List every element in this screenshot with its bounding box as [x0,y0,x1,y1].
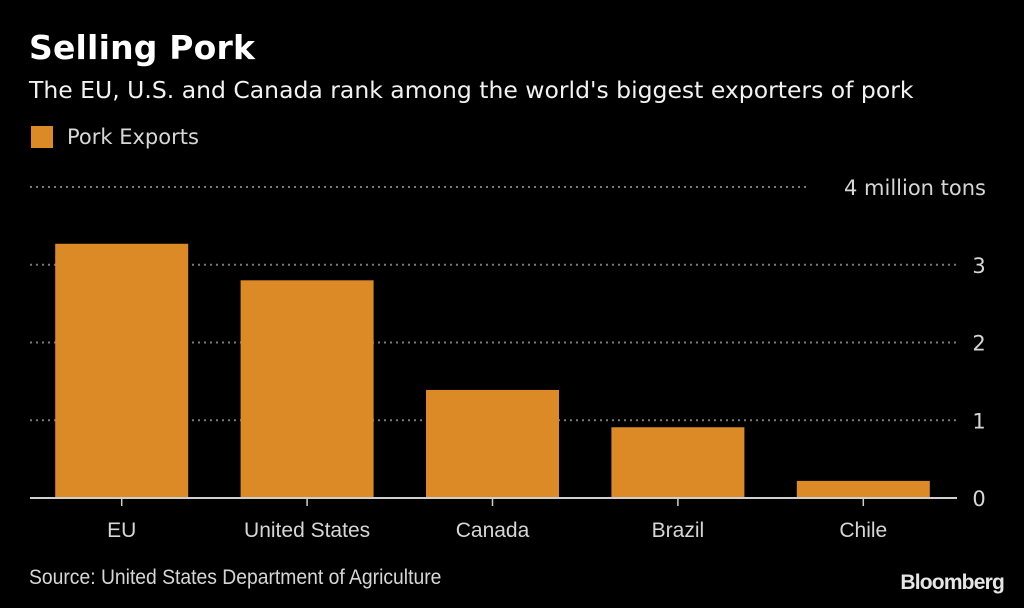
bar [55,243,189,498]
gridlines [30,186,960,422]
bar [426,389,559,498]
legend-swatch [31,126,53,148]
x-tick-label: United States [244,519,370,542]
y-tick-label: 4 million tons [844,176,986,200]
bar [796,480,930,498]
source-note: Source: United States Department of Agri… [29,566,442,589]
legend-label: Pork Exports [67,125,199,149]
x-tick-label: Brazil [652,519,705,542]
y-tick-label: 3 [972,254,985,278]
bloomberg-logo: Bloomberg [900,571,1004,594]
chart-title: Selling Pork [29,28,256,67]
y-tick-label: 2 [972,332,985,356]
y-tick-label: 1 [972,409,985,433]
bar [611,427,745,498]
x-tick-label: Canada [456,519,530,542]
x-axis [30,497,957,506]
x-axis-labels: EU United States Canada Brazil Chile [107,519,887,542]
x-tick-label: Chile [839,519,887,542]
chart-subtitle: The EU, U.S. and Canada rank among the w… [29,76,914,104]
bar [240,280,374,498]
y-tick-label: 0 [972,487,985,511]
bars [55,243,930,498]
x-tick-label: EU [107,519,136,542]
y-axis-labels: 0 1 2 3 4 million tons [844,176,986,511]
legend: Pork Exports [31,125,199,149]
